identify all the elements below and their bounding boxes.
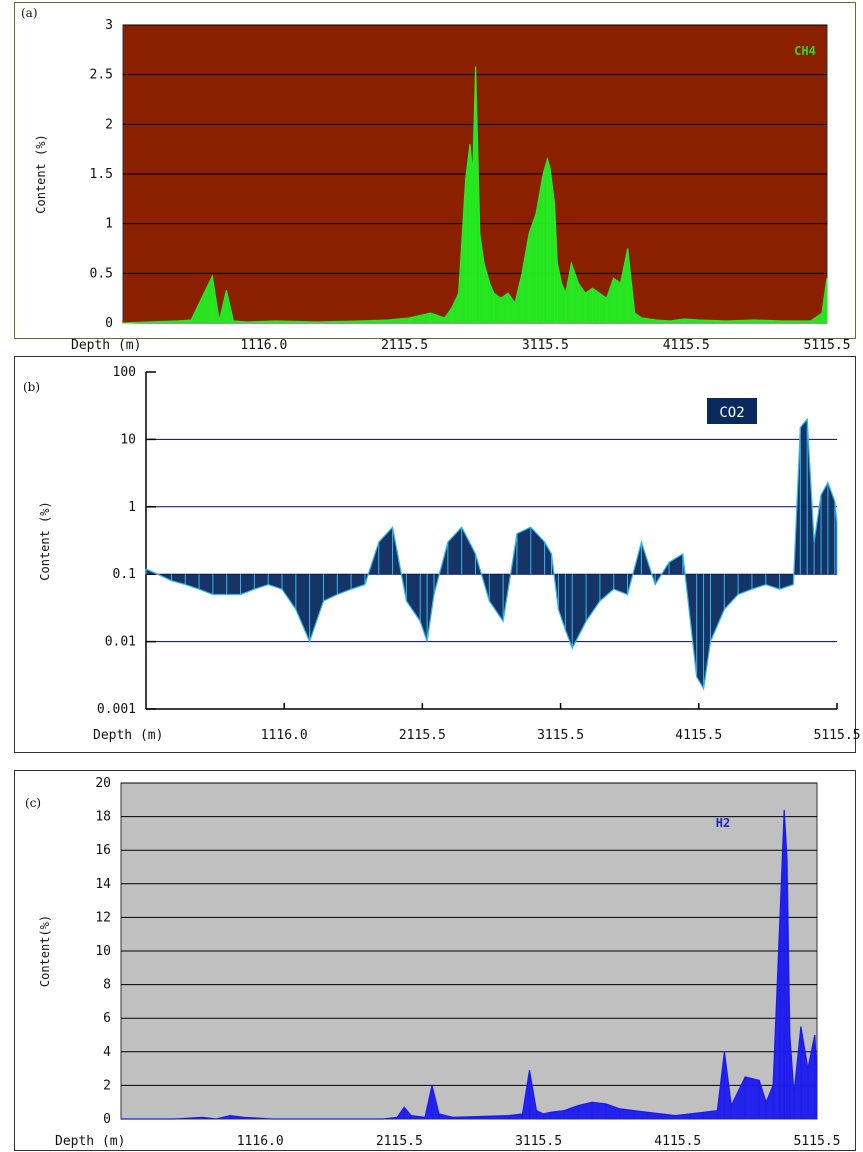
y-axis-label: Content (%) [34,134,48,213]
y-tick-label: 8 [103,978,111,993]
panel-label: (a) [21,6,38,20]
h2-chart-panel: 0 2 4 6 8 10 12 14 16 18 20 Depth (m) 1116.0 2115.5 31… [14,770,856,1151]
x-tick-label: 5115.5 [804,338,851,353]
y-tick-label: 3 [105,18,113,33]
x-tick-label: 4115.5 [654,1134,701,1149]
plot-area [146,372,837,709]
x-tick-label: 4115.5 [663,338,710,353]
y-tick-label: 6 [103,1011,111,1026]
series-line [122,66,828,324]
y-tick-label: 1 [105,217,113,232]
series-area [123,66,827,323]
y-tick-label: 10 [120,432,136,447]
y-tick-label: 1 [128,500,136,515]
series-label: CH4 [794,44,816,58]
x-tick-label: 3115.5 [522,338,569,353]
series-label-box [707,398,757,424]
ch4-chart-panel: 0 0.5 1 1.5 2 2.5 3 Depth (m) 1116.0 2115.5 3115.5… [14,2,856,353]
y-tick-label: 2.5 [90,68,113,83]
y-tick-label: 18 [95,810,111,825]
x-tick-label: 3115.5 [515,1134,562,1149]
y-tick-label: 1.5 [90,167,113,182]
y-tick-label: 12 [95,910,111,925]
x-tick-label: 2115.5 [399,728,446,743]
y-tick-label: 0 [103,1112,111,1127]
x-tick-label: 1116.0 [237,1134,284,1149]
y-axis-label: Content (%) [38,501,52,580]
panel-label: (c) [25,796,41,810]
y-tick-label: 100 [113,365,136,380]
y-tick-label: 0 [105,316,113,331]
x-tick-label: 3115.5 [537,728,584,743]
y-tick-label: 4 [103,1045,111,1060]
x-tick-label: 4115.5 [675,728,722,743]
x-axis-label: Depth (m) [93,728,163,743]
x-tick-label: 2115.5 [376,1134,423,1149]
series-label: CO2 [719,405,744,421]
y-tick-label: 0.1 [113,567,136,582]
x-axis-label: Depth (m) [71,338,141,353]
ch4-chart: 0 0.5 1 1.5 2 2.5 3 Depth (m) 1116.0 2115.5 3115.5… [21,6,850,353]
y-tick-label: 0.001 [97,702,136,717]
x-tick-label: 1116.0 [261,728,308,743]
y-tick-label: 10 [95,944,111,959]
series-area [121,809,817,1119]
x-tick-label: 5115.5 [794,1134,841,1149]
x-tick-label: 1116.0 [240,338,287,353]
x-axis-label: Depth (m) [55,1134,125,1149]
y-tick-label: 2 [103,1078,111,1093]
y-axis-label: Content(%) [38,915,52,987]
series-label: H2 [716,816,730,830]
y-tick-label: 16 [95,843,111,858]
y-tick-label: 2 [105,117,113,132]
y-tick-label: 20 [95,776,111,791]
y-tick-label: 14 [95,877,111,892]
panel-label: (b) [23,380,40,394]
y-tick-label: 0.5 [90,266,113,281]
co2-chart: 0.001 0.01 0.1 1 10 100 Depth (m) 1116.0 2115.5 3… [23,365,860,743]
x-tick-label: 2115.5 [381,338,428,353]
co2-chart-panel: 0.001 0.01 0.1 1 10 100 Depth (m) 1116.0 2115.5 3… [14,356,860,753]
y-tick-label: 0.01 [105,635,136,650]
h2-chart: 0 2 4 6 8 10 12 14 16 18 20 Depth (m) 1116.0 2115.5 31… [25,776,841,1149]
x-tick-label: 5115.5 [814,728,861,743]
